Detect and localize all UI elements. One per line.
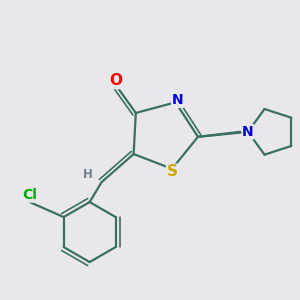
Text: S: S xyxy=(167,164,178,179)
Text: Cl: Cl xyxy=(22,188,37,202)
Text: H: H xyxy=(83,168,93,181)
Text: N: N xyxy=(172,93,183,107)
Text: N: N xyxy=(242,125,254,139)
Text: O: O xyxy=(109,74,122,88)
